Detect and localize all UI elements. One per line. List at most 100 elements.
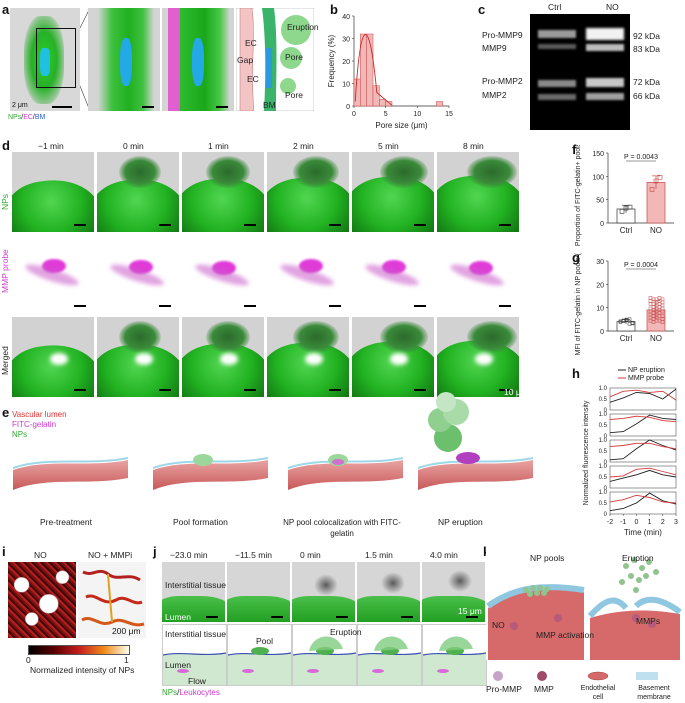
d-scalebar (244, 305, 256, 307)
chart-g-point (660, 306, 665, 311)
b-xtick: 0 (352, 111, 356, 118)
j-photo-1 (227, 562, 290, 622)
h-line-3-mmp (609, 467, 677, 478)
legend-nps: NPs (8, 114, 22, 121)
colorbar-label: Normalized intensity of NPs (30, 665, 135, 675)
step-colocalization: NP pool colocalization with FITC-gelatin (283, 518, 401, 538)
kda-92: 92 kDa (633, 31, 660, 41)
d-scalebar (244, 224, 256, 226)
chart-g-point (660, 297, 665, 302)
chart-g-point (660, 309, 665, 314)
panel-a-scale-label: 2 μm (12, 102, 28, 109)
chart-g-ytick: 10 (596, 306, 604, 313)
legend-bm: BM (34, 114, 46, 121)
h-ytick: 0 (604, 434, 608, 440)
d-cell-0-4 (352, 152, 434, 232)
h-line-3-np (609, 469, 677, 482)
chart-f-point (657, 174, 663, 180)
h-xtick: -1 (620, 519, 626, 526)
panel-i-image-mmpi (78, 562, 146, 638)
band-promm9-label: Pro-MMP9 (482, 30, 523, 40)
chart-f-cat-0: Ctrl (620, 226, 633, 235)
d-cell-2-2 (182, 317, 264, 397)
k-mmps: MMPs (636, 616, 661, 626)
b-xtick: 10 (413, 111, 421, 118)
d-scalebar (329, 224, 341, 226)
band-mmp2-label: MMP2 (482, 90, 507, 100)
chart-g-cat-0: Ctrl (620, 334, 633, 343)
panel-b-histogram: 0 10 20 30 40 0 5 10 15 Pore size (μm) Frequency (… (327, 14, 453, 130)
lane-ctrl-label: Ctrl (548, 2, 562, 12)
d-cell-0-1 (97, 152, 179, 232)
panel-i-scale: 200 μm (112, 626, 141, 636)
time-label-1: 0 min (123, 141, 144, 151)
legend-nps-e: NPs (12, 430, 28, 439)
h-ytick: 0.5 (599, 397, 608, 403)
j-interstitial-bottom: Interstitial tissue (165, 629, 226, 639)
panel-i-image-no (8, 562, 76, 638)
h-ytick: 1.0 (599, 386, 608, 392)
h-subplot-4 (609, 491, 677, 515)
chart-g-ytick: 0 (600, 329, 604, 336)
d-cell-0-0 (12, 152, 94, 232)
h-subplot-1 (609, 413, 677, 437)
chart-g-point (651, 302, 656, 306)
d-scalebar (414, 389, 426, 391)
b-xtick: 15 (445, 111, 453, 118)
h-xtick: 2 (661, 519, 665, 526)
panel-f-label: f (572, 142, 577, 157)
chart-g-pvalue: P = 0.0004 (624, 262, 658, 269)
j-scalebar (466, 616, 478, 618)
chart-g-point (654, 318, 659, 323)
step-pretreatment: Pre-treatment (40, 517, 92, 527)
schematic-gap-label: Gap (237, 55, 254, 65)
k-no: NO (492, 620, 505, 630)
j-photo-4 (422, 562, 485, 622)
step-pool-formation: Pool formation (173, 517, 228, 527)
d-cell-0-3 (267, 152, 349, 232)
h-xtick: -2 (607, 519, 613, 526)
k-eruption: Eruption (622, 553, 654, 563)
panel-e-vessels (12, 452, 534, 490)
row-label-1: MMP probe (0, 249, 10, 293)
chart-g-point (648, 296, 653, 300)
lane-no-label: NO (606, 2, 619, 12)
b-xlabel: Pore size (μm) (375, 121, 428, 130)
panel-j-legend: NPs/Leukocytes (162, 688, 220, 697)
h-ylabel: Normalized fluorescence intensity (583, 400, 590, 505)
h-xtick: 3 (674, 519, 678, 526)
d-cell-2-0 (12, 317, 94, 397)
k-legend-promm: Pro-MMP (486, 684, 522, 694)
chart-g-point (654, 306, 659, 311)
d-cell-2-5 (437, 317, 519, 397)
chart-g-point (648, 302, 653, 306)
h-line-1-mmp (609, 415, 677, 423)
h-subplot-2 (609, 439, 677, 463)
time-label-0: −1 min (38, 141, 64, 151)
eruption-cloud (428, 392, 469, 452)
b-bar-6 (436, 101, 443, 107)
j-pool: Pool (256, 636, 274, 646)
k-np-pools: NP pools (530, 553, 565, 563)
time-label-4: 5 min (378, 141, 399, 151)
panel-d-scale: 10 μm (504, 387, 528, 397)
legend-vascular: Vascular lumen (12, 410, 67, 419)
time-label-3: 2 min (293, 141, 314, 151)
h-ytick: 0.5 (599, 475, 608, 481)
d-scalebar (74, 389, 86, 391)
j-time-3: 1.5 min (365, 550, 393, 560)
panel-i-label: i (2, 544, 6, 559)
panel-g-chart: 0 10 20 30 Ctrl NO P = 0.0004 MFI of FITC-gelat… (575, 253, 674, 355)
d-cell-2-4 (352, 317, 434, 397)
d-scalebar (414, 305, 426, 307)
chart-f-pvalue: P = 0.0043 (624, 154, 658, 161)
h-line-0-mmp (609, 389, 677, 401)
schematic-ec2-label: EC (247, 74, 259, 84)
chart-g-cat-1: NO (650, 334, 662, 343)
h-legend-1: MMP probe (628, 375, 664, 382)
panel-j-label: j (153, 544, 157, 559)
j-scalebar (336, 616, 348, 618)
j-schematic-3 (357, 624, 422, 686)
j-time-2: 0 min (300, 550, 321, 560)
